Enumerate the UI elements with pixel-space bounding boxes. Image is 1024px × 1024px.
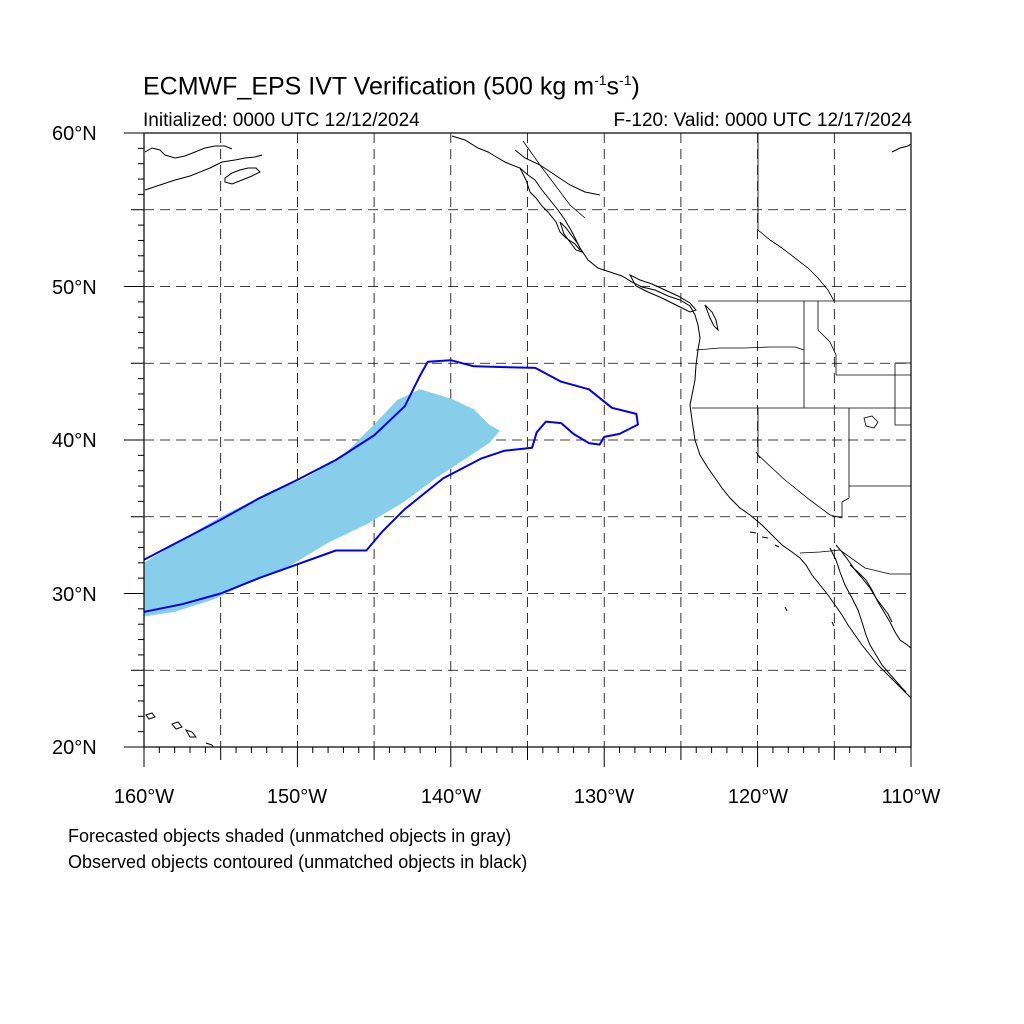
observed-object-contour [144,359,639,613]
vancouver-island [628,273,697,313]
lon-label-130w: 130°W [573,786,635,808]
axis-ticks [124,132,912,767]
bc-alberta-border [757,133,835,302]
lat-label-30: 30°N [52,584,97,606]
lat-label-20: 20°N [52,737,97,759]
lat-label-50: 50°N [52,277,97,299]
lat-lon-grid [144,133,911,747]
alaska-canada-border [522,140,586,219]
nevada-utah-border [841,408,850,518]
washington-oregon-border [695,346,805,351]
lon-label-150w: 150°W [266,786,328,808]
gulf-of-california [835,544,893,623]
nevada-border [757,408,843,519]
lon-label-110w: 110°W [881,786,941,808]
us-mexico-border [799,549,911,575]
alaska-coastline [144,145,263,191]
channel-islands [749,531,835,627]
lake-tahoe [755,451,761,459]
valid-time-label: F-120: Valid: 0000 UTC 12/17/2024 [613,110,912,131]
hudson-bay-fragment [891,143,911,153]
puget-sound [704,304,719,332]
idaho-border [817,301,837,375]
baja-california [829,547,911,693]
lon-label-140w: 140°W [420,786,482,808]
hawaii-islands [145,712,214,747]
kodiak-island [224,167,261,185]
observed-note: Observed objects contoured (unmatched ob… [68,852,528,872]
chart-title: ECMWF_EPS IVT Verification (500 kg m-1s-… [143,72,640,101]
forecast-object-shading [144,389,500,617]
lon-label-120w: 120°W [727,786,789,808]
lat-label-60: 60°N [52,123,97,145]
gulf-of-alaska-coastline [451,135,911,699]
haida-gwaii [559,221,583,253]
lat-label-40: 40°N [52,430,97,452]
forecast-note: Forecasted objects shaded (unmatched obj… [68,826,512,846]
coastlines [144,135,911,747]
political-borders [522,133,911,575]
great-salt-lake [863,415,879,429]
lon-label-160w: 160°W [113,786,175,808]
wyoming-box [894,362,911,426]
init-time-label: Initialized: 0000 UTC 12/12/2024 [143,110,420,131]
